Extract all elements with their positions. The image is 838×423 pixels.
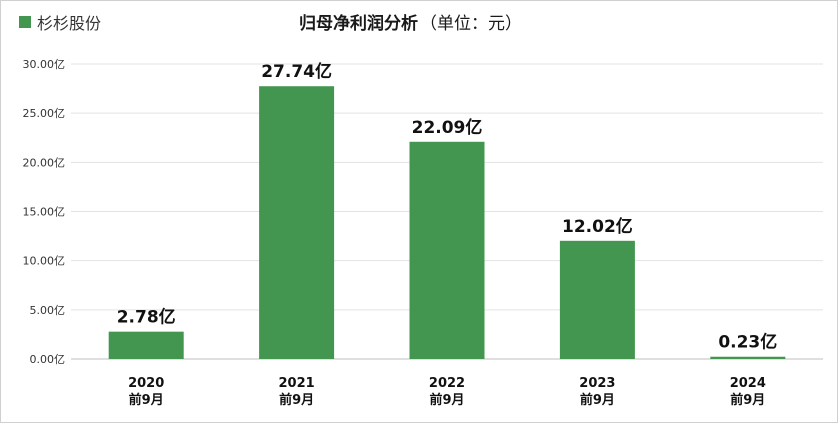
y-tick-label: 0.00亿 <box>30 353 66 366</box>
bar <box>409 141 485 359</box>
x-tick-label: 2020 <box>128 376 164 391</box>
x-tick-label: 前9月 <box>580 392 615 408</box>
y-tick-label: 20.00亿 <box>23 156 66 169</box>
y-tick-label: 10.00亿 <box>23 255 66 268</box>
data-label: 12.02亿 <box>562 216 633 237</box>
x-tick-label: 2024 <box>730 376 766 391</box>
data-label: 22.09亿 <box>412 117 483 138</box>
bar <box>259 86 335 360</box>
y-tick-label: 30.00亿 <box>23 58 66 71</box>
x-tick-label: 前9月 <box>730 392 765 408</box>
chart-title: 归母净利润分析 （单位：元） <box>299 9 522 34</box>
x-tick-label: 2023 <box>579 376 615 391</box>
x-tick-label: 2022 <box>429 376 465 391</box>
legend: 杉杉股份 <box>19 10 101 34</box>
chart-title-main: 归母净利润分析 <box>299 14 418 34</box>
legend-swatch <box>19 16 31 28</box>
y-tick-label: 25.00亿 <box>23 107 66 120</box>
x-tick-label: 前9月 <box>429 392 464 408</box>
x-tick-label: 前9月 <box>129 392 164 408</box>
chart-title-unit: （单位：元） <box>420 14 522 34</box>
data-label: 2.78亿 <box>117 307 176 328</box>
bar <box>108 331 184 359</box>
data-label: 0.23亿 <box>718 332 777 353</box>
x-tick-label: 前9月 <box>279 392 314 408</box>
y-tick-label: 15.00亿 <box>23 206 66 219</box>
legend-label: 杉杉股份 <box>37 14 102 33</box>
data-label: 27.74亿 <box>261 61 332 82</box>
y-tick-label: 5.00亿 <box>30 304 66 317</box>
bar <box>559 240 635 359</box>
bar <box>710 356 786 359</box>
x-tick-label: 2021 <box>279 376 315 391</box>
